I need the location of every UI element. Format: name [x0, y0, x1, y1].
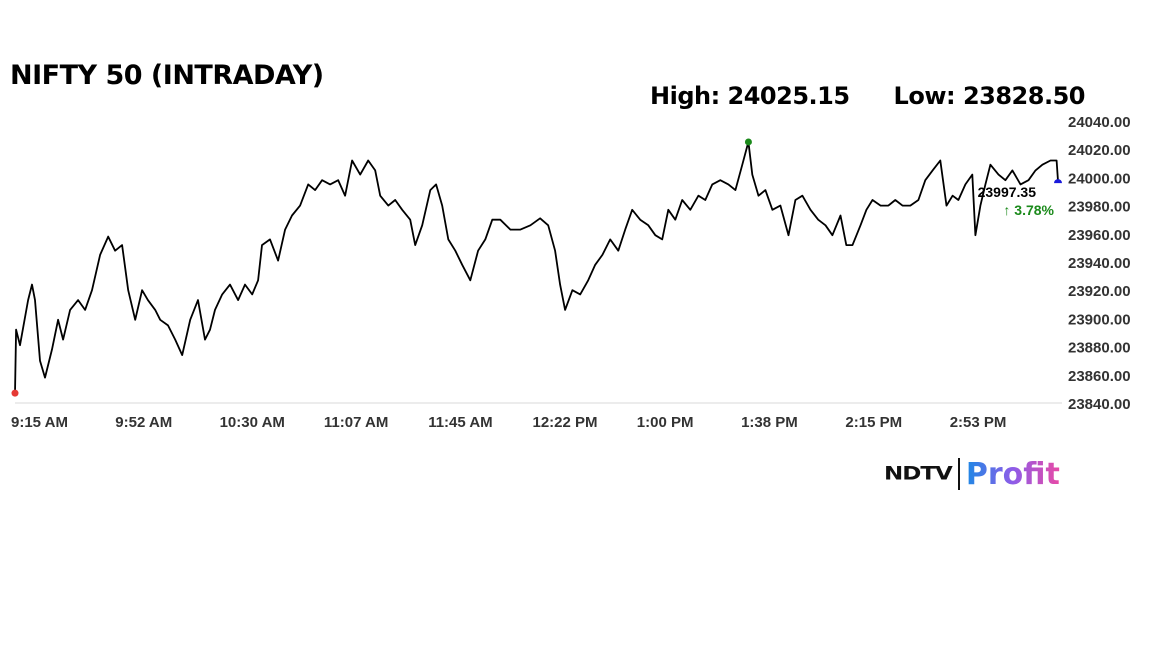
- y-tick-label: 23860.00: [1068, 368, 1131, 385]
- x-tick-label: 1:00 PM: [637, 414, 694, 431]
- y-tick-label: 23900.00: [1068, 311, 1131, 328]
- logo-profit: Profit: [965, 456, 1060, 492]
- x-tick-label: 2:53 PM: [950, 414, 1007, 431]
- logo-divider: [957, 458, 960, 490]
- x-tick-label: 11:45 AM: [428, 414, 492, 431]
- y-tick-label: 23980.00: [1068, 199, 1131, 216]
- high-label: High: 24025.15: [650, 82, 850, 110]
- y-tick-label: 24040.00: [1068, 114, 1131, 131]
- change-percent-label: ↑ 3.78%: [1003, 202, 1054, 218]
- open-marker: [11, 389, 19, 397]
- high-marker: [744, 138, 752, 146]
- high-low-summary: High: 24025.15 Low: 23828.50: [650, 82, 1085, 110]
- x-tick-label: 1:38 PM: [741, 414, 798, 431]
- x-tick-label: 11:07 AM: [324, 414, 388, 431]
- x-tick-label: 12:22 PM: [533, 414, 598, 431]
- y-tick-label: 24000.00: [1068, 170, 1131, 187]
- last-price-marker: [1054, 179, 1062, 184]
- y-tick-label: 23940.00: [1068, 255, 1131, 272]
- logo-ndtv: NDTV: [884, 463, 953, 485]
- chart-title: NIFTY 50 (INTRADAY): [10, 60, 324, 91]
- x-tick-label: 9:15 AM: [11, 414, 68, 431]
- y-tick-label: 23840.00: [1068, 396, 1131, 413]
- low-label: Low: 23828.50: [893, 82, 1086, 110]
- x-tick-label: 10:30 AM: [220, 414, 285, 431]
- price-line: [14, 141, 1059, 394]
- y-tick-label: 23960.00: [1068, 227, 1131, 244]
- y-tick-label: 24020.00: [1068, 142, 1131, 159]
- x-tick-label: 9:52 AM: [115, 414, 172, 431]
- y-tick-label: 23880.00: [1068, 340, 1131, 357]
- ndtv-profit-logo: NDTV Profit: [884, 456, 1060, 492]
- last-price-label: 23997.35: [978, 184, 1037, 200]
- y-tick-label: 23920.00: [1068, 283, 1131, 300]
- x-tick-label: 2:15 PM: [845, 414, 902, 431]
